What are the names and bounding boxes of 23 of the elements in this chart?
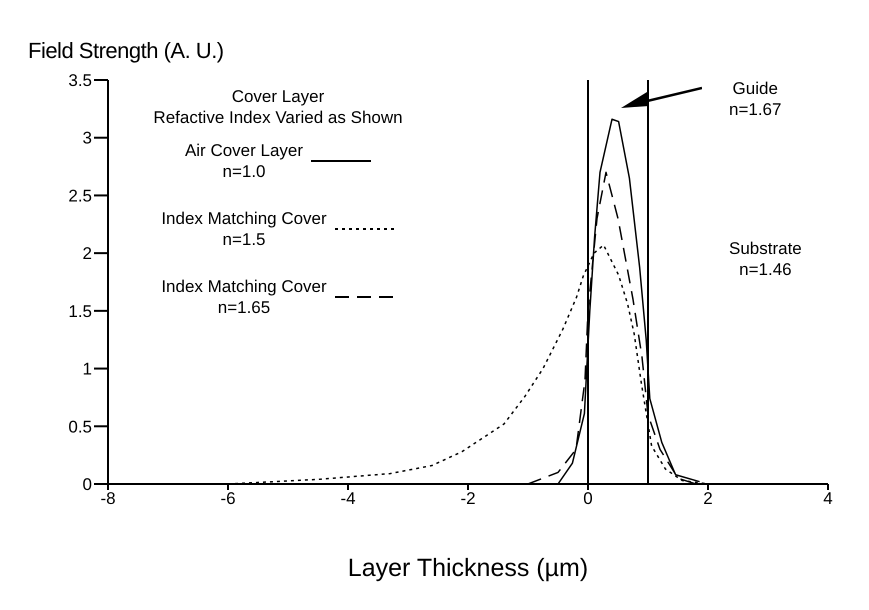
y-tick-label: 0 [82,475,92,494]
x-axis-title: Layer Thickness (µm) [346,554,590,583]
x-tick-label: -6 [220,489,236,508]
x-tick-label: -4 [340,489,356,508]
y-tick-label: 1 [82,360,92,379]
annotation: Guide n=1.67 [729,78,782,120]
annotation: Substrate n=1.46 [729,238,802,280]
legend-label: Air Cover Layer n=1.0 [184,140,304,182]
legend-label: Index Matching Cover n=1.65 [161,276,327,318]
y-tick-label: 0.5 [68,417,92,436]
legend-label: Index Matching Cover n=1.5 [161,208,327,250]
y-tick-label: 1.5 [68,302,92,321]
x-tick-label: -8 [100,489,116,508]
y-tick-label: 3.5 [68,71,92,90]
y-tick-label: 2 [82,244,92,264]
x-tick-label: -2 [460,489,476,508]
x-tick-label: 4 [823,489,833,508]
y-tick-label: 3 [82,128,92,148]
x-tick-label: 0 [583,489,593,508]
x-tick-label: 2 [703,489,713,508]
legend-title: Cover Layer Refactive Index Varied as Shown [152,86,404,128]
y-axis-title: Field Strength (A. U.) [28,38,224,64]
y-tick-label: 2.5 [68,186,92,206]
